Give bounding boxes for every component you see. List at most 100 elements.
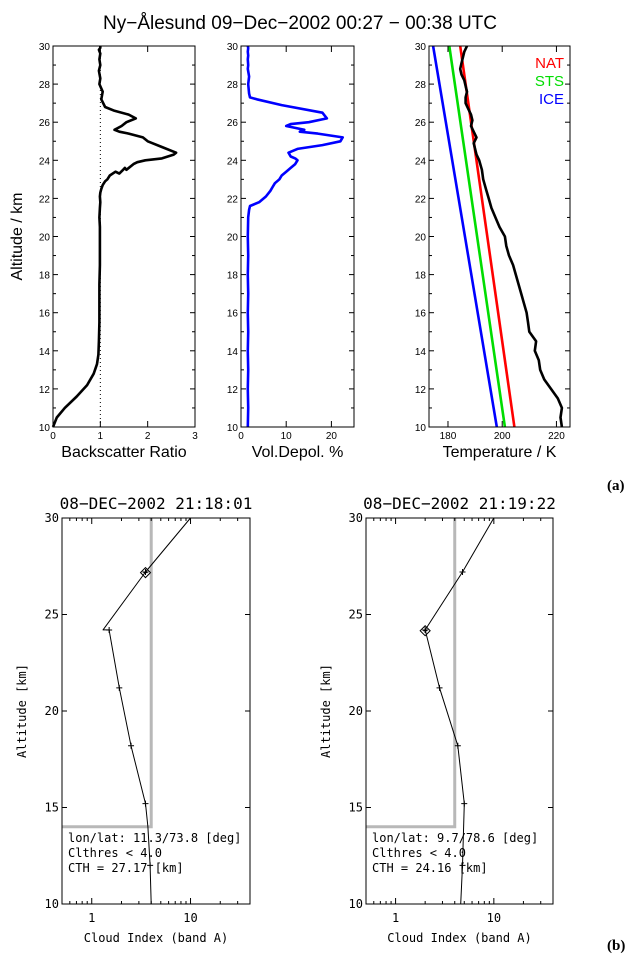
- series-line-0: [102, 517, 191, 905]
- x-tick-label: 2: [145, 431, 151, 442]
- y-tick-label: 30: [415, 42, 427, 53]
- y-tick-label: 26: [415, 118, 427, 129]
- chart-b1: 10 15 20 25 30 1 10 Cloud Index (band A) Altitud…: [15, 494, 252, 945]
- y-tick-label: 14: [415, 347, 427, 358]
- y-axis-label: Altitude / km: [9, 192, 26, 280]
- y-tick-label: 18: [415, 271, 427, 282]
- y-tick-label: 26: [39, 118, 51, 129]
- x-tick-label: 220: [548, 431, 565, 442]
- data-point-marker: [116, 684, 123, 691]
- y-tick-label: 20: [39, 233, 51, 244]
- x-tick-label: 1: [88, 911, 95, 925]
- y-tick-label: 12: [227, 385, 239, 396]
- x-tick-label: 200: [494, 431, 511, 442]
- y-tick-label: 25: [349, 608, 363, 622]
- y-tick-label: 14: [39, 347, 51, 358]
- chart-title: 08−DEC−2002 21:19:22: [363, 494, 556, 513]
- y-tick-label: 20: [227, 233, 239, 244]
- series-line-0: [424, 517, 495, 905]
- x-tick-label: 3: [192, 431, 198, 442]
- x-tick-label: 10: [183, 911, 197, 925]
- threshold-line: [62, 518, 153, 829]
- cloud-top-marker: [139, 566, 152, 579]
- series-line-sts: [448, 45, 507, 428]
- y-tick-label: 22: [415, 194, 427, 205]
- y-tick-label: 28: [39, 80, 51, 91]
- chart-a3: 10 12 14 16 18 20 22 24 26 28 30 180 200 220 Temperatu…: [415, 42, 571, 461]
- data-point-marker: [128, 742, 135, 749]
- y-tick-label: 28: [227, 80, 239, 91]
- y-tick-label: 18: [227, 271, 239, 282]
- plot-frame: [52, 45, 196, 428]
- x-tick-label: 10: [487, 911, 501, 925]
- x-axis-label: Temperature / K: [443, 444, 557, 461]
- y-tick-label: 24: [39, 156, 51, 167]
- y-tick-label: 24: [227, 156, 239, 167]
- y-tick-label: 26: [227, 118, 239, 129]
- x-tick-label: 20: [326, 431, 338, 442]
- annotation-line: CTH = 27.17 [km]: [68, 861, 184, 875]
- legend-entry-ice: ICE: [539, 91, 564, 108]
- series-line-3: [458, 45, 564, 428]
- x-axis-label: Vol.Depol. %: [252, 444, 344, 461]
- cloud-top-marker-cross: [143, 570, 148, 575]
- y-axis-label: Altitude [km]: [319, 664, 333, 758]
- y-tick-label: 25: [45, 608, 59, 622]
- series-line-0: [51, 46, 178, 428]
- y-axis-label: Altitude [km]: [15, 664, 29, 758]
- data-point-marker: [461, 800, 468, 807]
- plot-frame: [240, 45, 355, 428]
- data-point-marker: [142, 800, 149, 807]
- series-line-ice: [431, 45, 499, 428]
- y-tick-label: 16: [39, 309, 51, 320]
- y-tick-label: 30: [349, 511, 363, 525]
- x-tick-label: 1: [98, 431, 104, 442]
- threshold-line: [366, 518, 457, 829]
- y-tick-label: 10: [349, 897, 363, 911]
- y-tick-label: 18: [39, 271, 51, 282]
- series-line-0: [246, 45, 345, 428]
- cloud-top-marker-cross: [423, 628, 428, 633]
- y-tick-label: 16: [415, 309, 427, 320]
- y-tick-label: 22: [39, 194, 51, 205]
- y-tick-label: 10: [39, 423, 51, 434]
- y-tick-label: 24: [415, 156, 427, 167]
- annotation-line: Clthres < 4.0: [372, 846, 466, 860]
- x-tick-label: 0: [238, 431, 244, 442]
- x-axis-label: Cloud Index (band A): [84, 931, 229, 945]
- data-point-marker: [436, 684, 443, 691]
- y-tick-label: 22: [227, 194, 239, 205]
- y-tick-label: 10: [45, 897, 59, 911]
- legend-entry-nat: NAT: [535, 55, 564, 72]
- chart-title: 08−DEC−2002 21:18:01: [60, 494, 253, 513]
- x-tick-label: 10: [281, 431, 293, 442]
- y-tick-label: 30: [39, 42, 51, 53]
- y-tick-label: 12: [39, 385, 51, 396]
- y-tick-label: 30: [227, 42, 239, 53]
- annotation-line: lon/lat: 11.3/73.8 [deg]: [68, 831, 241, 845]
- y-tick-label: 15: [45, 801, 59, 815]
- data-point-marker: [459, 569, 466, 576]
- x-tick-label: 1: [392, 911, 399, 925]
- figure-a-title: Ny−Ålesund 09−Dec−2002 00:27 − 00:38 UTC: [103, 13, 497, 34]
- data-point-marker: [147, 862, 154, 869]
- y-tick-label: 14: [227, 347, 239, 358]
- y-tick-label: 15: [349, 801, 363, 815]
- x-axis-label: Backscatter Ratio: [61, 444, 186, 461]
- figure-a-label: (a): [607, 478, 625, 494]
- y-tick-label: 10: [227, 423, 239, 434]
- x-tick-label: 0: [50, 431, 56, 442]
- annotation-line: lon/lat: 9.7/78.6 [deg]: [372, 831, 538, 845]
- y-tick-label: 20: [45, 704, 59, 718]
- y-tick-label: 30: [45, 511, 59, 525]
- y-tick-label: 10: [415, 423, 427, 434]
- data-point-marker: [459, 862, 466, 869]
- legend-entry-sts: STS: [535, 73, 564, 90]
- x-axis-label: Cloud Index (band A): [387, 931, 532, 945]
- cloud-top-marker: [419, 625, 431, 637]
- y-tick-label: 20: [349, 704, 363, 718]
